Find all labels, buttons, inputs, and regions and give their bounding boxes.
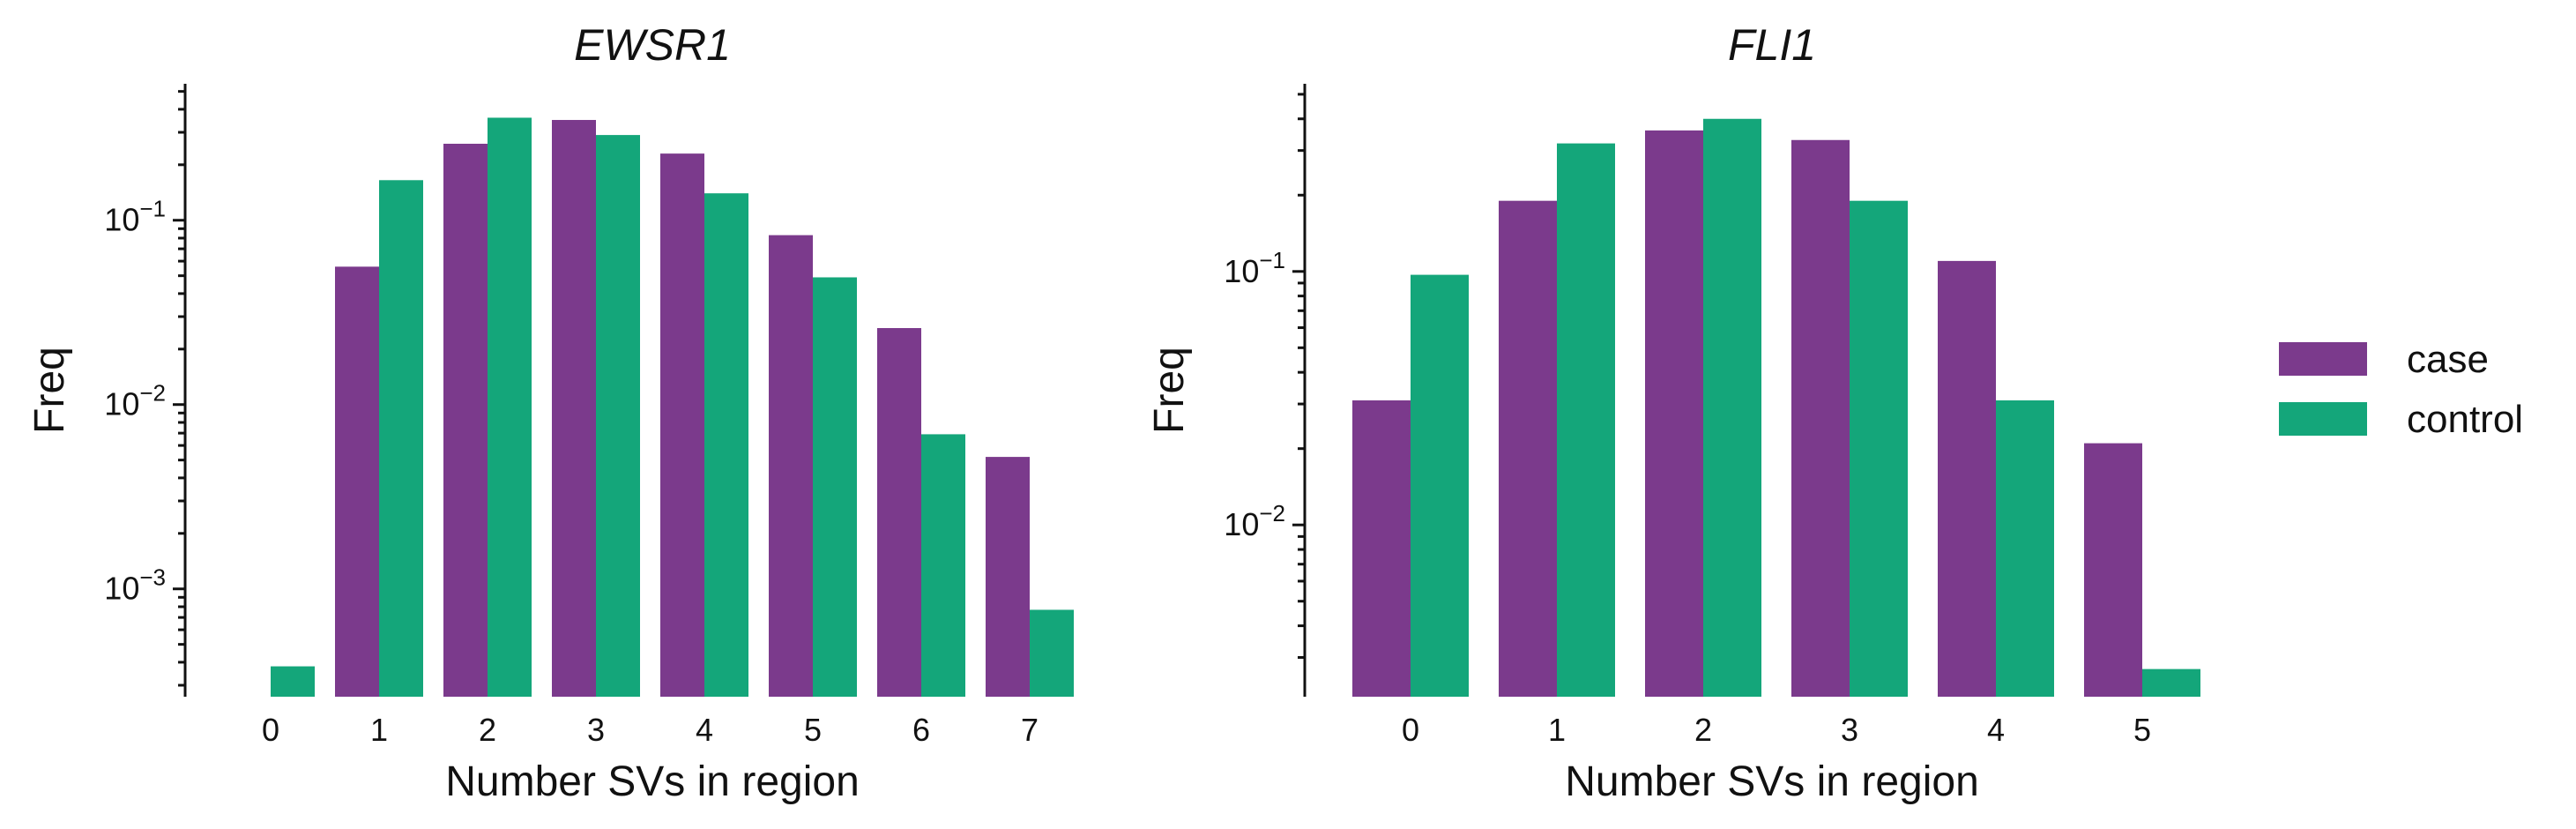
y-axis-label: Freq bbox=[1146, 347, 1193, 434]
bar-case-3 bbox=[552, 120, 596, 697]
bar-control-1 bbox=[1557, 143, 1615, 698]
chart-panel-ewsr1: 0 1 2 3 4 5 6 7 10−3 10−2 10−1 EWSR1 Number SVs in r… bbox=[26, 20, 1074, 805]
bar-control-0 bbox=[1411, 274, 1469, 697]
x-tick-label-0: 0 bbox=[1402, 712, 1419, 748]
x-tick-label-4: 4 bbox=[1987, 712, 2005, 748]
y-tick-label: 10−3 bbox=[104, 564, 166, 607]
chart-panel-fli1: 0 1 2 3 4 5 10−2 10−1 FLI1 Number SVs in region Fr… bbox=[1146, 20, 2200, 805]
bar-case-2 bbox=[1645, 130, 1703, 697]
x-tick-label-1: 1 bbox=[370, 712, 388, 748]
bar-case-0 bbox=[1352, 400, 1411, 697]
bar-control-1 bbox=[379, 180, 423, 698]
x-axis-label: Number SVs in region bbox=[1565, 758, 1979, 805]
bar-case-3 bbox=[1791, 139, 1850, 698]
x-tick-label-3: 3 bbox=[587, 712, 605, 748]
bar-control-4 bbox=[704, 193, 748, 697]
bar-case-4 bbox=[660, 153, 704, 697]
chart-title: FLI1 bbox=[1728, 20, 1816, 70]
bar-case-2 bbox=[443, 144, 488, 698]
bar-case-5 bbox=[769, 235, 813, 697]
x-tick-label-6: 6 bbox=[912, 712, 930, 748]
x-tick-label-2: 2 bbox=[1694, 712, 1712, 748]
y-tick-label: 10−2 bbox=[104, 380, 166, 422]
bar-control-5 bbox=[2142, 668, 2200, 697]
x-tick-label-3: 3 bbox=[1841, 712, 1858, 748]
legend-swatch-case bbox=[2279, 342, 2367, 376]
x-axis-label: Number SVs in region bbox=[445, 758, 860, 805]
bar-control-3 bbox=[596, 135, 640, 697]
bar-control-2 bbox=[488, 117, 532, 697]
bar-case-7 bbox=[986, 457, 1030, 697]
bar-control-3 bbox=[1850, 200, 1908, 698]
y-tick-label: 10−1 bbox=[104, 196, 166, 238]
x-tick-label-7: 7 bbox=[1021, 712, 1039, 748]
y-axis-label: Freq bbox=[26, 347, 73, 434]
bar-control-5 bbox=[813, 277, 857, 697]
legend-swatch-control bbox=[2279, 402, 2367, 436]
chart-title: EWSR1 bbox=[574, 20, 731, 70]
x-tick-label-2: 2 bbox=[479, 712, 496, 748]
bar-control-0 bbox=[271, 666, 315, 697]
x-tick-label-5: 5 bbox=[2133, 712, 2151, 748]
legend-label-control: control bbox=[2407, 398, 2523, 441]
legend: case control bbox=[2279, 338, 2523, 441]
bar-control-7 bbox=[1030, 609, 1074, 697]
x-tick-label-0: 0 bbox=[262, 712, 279, 748]
bar-case-6 bbox=[877, 328, 921, 697]
bar-case-5 bbox=[2084, 443, 2142, 697]
bar-case-1 bbox=[335, 266, 379, 697]
bar-control-4 bbox=[1996, 400, 2054, 697]
y-tick-label: 10−1 bbox=[1224, 247, 1285, 289]
bar-control-6 bbox=[921, 434, 965, 697]
bar-case-1 bbox=[1499, 200, 1557, 698]
bar-case-4 bbox=[1938, 260, 1996, 697]
bar-control-2 bbox=[1703, 118, 1761, 698]
x-tick-label-1: 1 bbox=[1548, 712, 1566, 748]
legend-label-case: case bbox=[2407, 338, 2489, 381]
x-tick-label-5: 5 bbox=[804, 712, 822, 748]
y-tick-label: 10−2 bbox=[1224, 500, 1285, 542]
x-tick-label-4: 4 bbox=[696, 712, 713, 748]
